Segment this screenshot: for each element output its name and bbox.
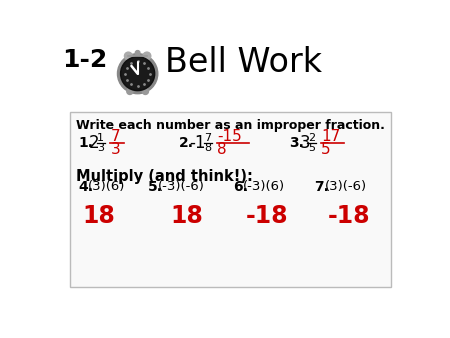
Text: 1-2: 1-2: [63, 48, 108, 72]
Text: 8: 8: [204, 143, 212, 153]
Text: Write each number as an improper fraction.: Write each number as an improper fractio…: [76, 119, 385, 132]
Text: Multiply (and think!):: Multiply (and think!):: [76, 169, 253, 184]
Text: 3: 3: [300, 134, 310, 152]
Text: -18: -18: [328, 204, 370, 228]
Text: 3.: 3.: [289, 136, 304, 150]
Text: 8: 8: [217, 142, 227, 158]
Text: 1: 1: [97, 132, 104, 143]
Text: -18: -18: [246, 204, 288, 228]
Text: 3: 3: [97, 143, 104, 153]
Text: 5: 5: [321, 142, 331, 158]
Circle shape: [125, 52, 132, 60]
Circle shape: [135, 51, 140, 55]
Text: -15: -15: [217, 128, 242, 144]
Circle shape: [121, 57, 155, 91]
Text: (-3)(-6): (-3)(-6): [158, 180, 205, 193]
Text: 1.: 1.: [78, 136, 93, 150]
Text: 18: 18: [82, 204, 115, 228]
Circle shape: [142, 88, 148, 94]
Circle shape: [143, 52, 151, 60]
Text: 18: 18: [170, 204, 203, 228]
Text: 7.: 7.: [314, 180, 329, 194]
FancyBboxPatch shape: [70, 112, 391, 287]
Text: (3)(6): (3)(6): [88, 180, 126, 193]
Text: 7: 7: [204, 132, 212, 143]
Text: 3: 3: [111, 142, 120, 158]
Text: 2: 2: [89, 134, 99, 152]
Text: 7: 7: [111, 128, 120, 144]
Circle shape: [117, 54, 158, 94]
Text: 2: 2: [308, 132, 315, 143]
Text: 2.: 2.: [179, 136, 194, 150]
Text: 4.: 4.: [78, 180, 93, 194]
Circle shape: [122, 58, 153, 89]
Circle shape: [127, 88, 133, 94]
Text: 5: 5: [308, 143, 315, 153]
Text: (3)(-6): (3)(-6): [324, 180, 367, 193]
Text: 6.: 6.: [233, 180, 248, 194]
Text: Bell Work: Bell Work: [165, 46, 322, 79]
Text: 17: 17: [321, 128, 341, 144]
Text: (-3)(6): (-3)(6): [243, 180, 285, 193]
Text: -1: -1: [189, 134, 206, 152]
Text: 5.: 5.: [148, 180, 163, 194]
